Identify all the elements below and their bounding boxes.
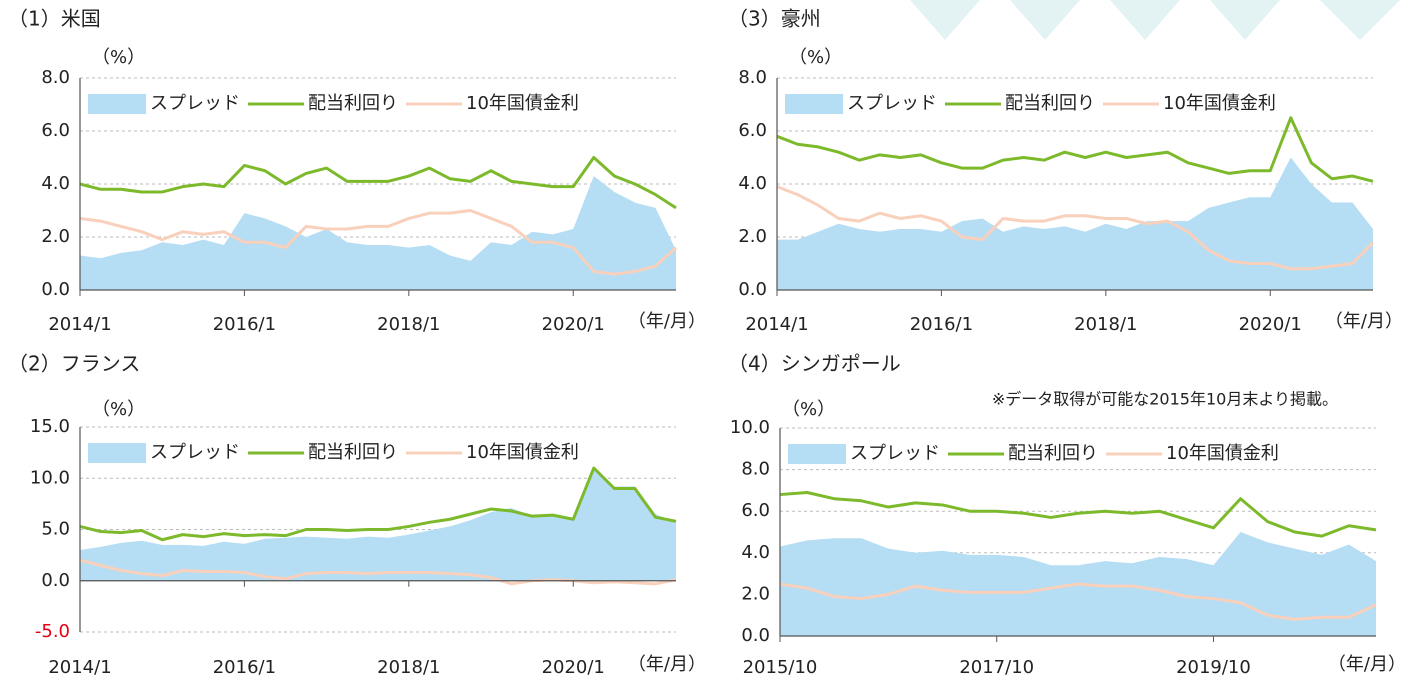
x-axis-label: （年/月）: [628, 654, 706, 675]
y-tick-label: 15.0: [30, 416, 70, 437]
y-tick-label: 2.0: [738, 226, 767, 247]
x-tick-label: 2018/1: [1074, 314, 1137, 335]
spread-area: [777, 157, 1373, 290]
x-axis-label: （年/月）: [628, 311, 706, 332]
legend-label: 10年国債金利: [1163, 93, 1276, 114]
chart-title: （1）米国: [8, 7, 101, 31]
x-tick-label: 2014/1: [48, 657, 111, 678]
decoration: [910, 0, 1400, 40]
y-tick-label: 4.0: [741, 542, 770, 563]
spread-area: [80, 468, 676, 581]
y-tick-label: 4.0: [41, 173, 70, 194]
legend-label: 配当利回り: [308, 93, 398, 114]
series-line: [779, 582, 1377, 621]
legend-label: 10年国債金利: [1166, 443, 1279, 464]
y-axis-label: （%）: [92, 47, 145, 68]
y-tick-label: 0.0: [738, 279, 767, 300]
chart-title: （4）シンガポール: [728, 352, 901, 376]
x-tick-label: 2018/1: [377, 657, 440, 678]
series-line: [776, 185, 1375, 271]
y-tick-label: 0.0: [41, 279, 70, 300]
series-line: [79, 156, 677, 210]
deco-triangle: [1210, 0, 1280, 40]
legend-swatch: [88, 443, 146, 463]
y-tick-label: 0.0: [41, 570, 70, 591]
series-line: [79, 209, 678, 276]
x-tick-label: 2020/1: [542, 657, 605, 678]
x-axis-label: （年/月）: [1328, 654, 1406, 675]
legend-label: スプレッド: [847, 93, 937, 114]
y-tick-label: 6.0: [741, 500, 770, 521]
x-tick-label: 2016/1: [213, 314, 276, 335]
legend-swatch: [88, 94, 146, 114]
y-tick-label: 10.0: [30, 467, 70, 488]
legend-label: 配当利回り: [308, 442, 398, 463]
y-axis-label: （%）: [789, 47, 842, 68]
legend-label: スプレッド: [850, 443, 940, 464]
x-tick-label: 2019/10: [1176, 657, 1251, 678]
series-line: [779, 490, 1377, 538]
deco-triangle: [910, 0, 980, 40]
series-line: [79, 466, 677, 542]
y-tick-label: 2.0: [41, 226, 70, 247]
x-tick-label: 2014/1: [48, 314, 111, 335]
x-tick-label: 2018/1: [377, 314, 440, 335]
legend-swatch: [788, 444, 846, 464]
y-tick-label: -5.0: [35, 621, 70, 642]
legend-label: 配当利回り: [1008, 443, 1098, 464]
legend-label: スプレッド: [150, 442, 240, 463]
x-tick-label: 2017/10: [959, 657, 1034, 678]
chart-title: （2）フランス: [8, 352, 140, 376]
y-tick-label: 5.0: [41, 519, 70, 540]
legend-label: 10年国債金利: [466, 93, 579, 114]
y-tick-label: 2.0: [741, 583, 770, 604]
y-tick-label: 4.0: [738, 173, 767, 194]
x-tick-label: 2014/1: [745, 314, 808, 335]
y-tick-label: 6.0: [738, 120, 767, 141]
legend-label: 配当利回り: [1005, 93, 1095, 114]
x-axis-label: （年/月）: [1325, 311, 1403, 332]
series-line: [776, 116, 1374, 183]
y-tick-label: 10.0: [730, 417, 770, 438]
y-axis-label: （%）: [92, 399, 145, 420]
deco-triangle: [1110, 0, 1180, 40]
chart-title: （3）豪州: [728, 7, 821, 31]
y-axis-label: （%）: [782, 399, 835, 420]
deco-triangle: [1320, 0, 1400, 40]
spread-area: [80, 176, 676, 290]
y-tick-label: 6.0: [41, 120, 70, 141]
x-tick-label: 2015/10: [743, 657, 818, 678]
y-tick-label: 8.0: [41, 67, 70, 88]
x-tick-label: 2020/1: [1239, 314, 1302, 335]
y-tick-label: 8.0: [741, 459, 770, 480]
deco-triangle: [1010, 0, 1080, 40]
x-tick-label: 2020/1: [542, 314, 605, 335]
x-tick-label: 2016/1: [910, 314, 973, 335]
annotation: ※データ取得が可能な2015年10月末より掲載。: [992, 390, 1338, 409]
legend-swatch: [785, 94, 843, 114]
y-tick-label: 8.0: [738, 67, 767, 88]
legend-label: 10年国債金利: [466, 442, 579, 463]
x-tick-label: 2016/1: [213, 657, 276, 678]
legend-label: スプレッド: [150, 93, 240, 114]
y-tick-label: 0.0: [741, 625, 770, 646]
